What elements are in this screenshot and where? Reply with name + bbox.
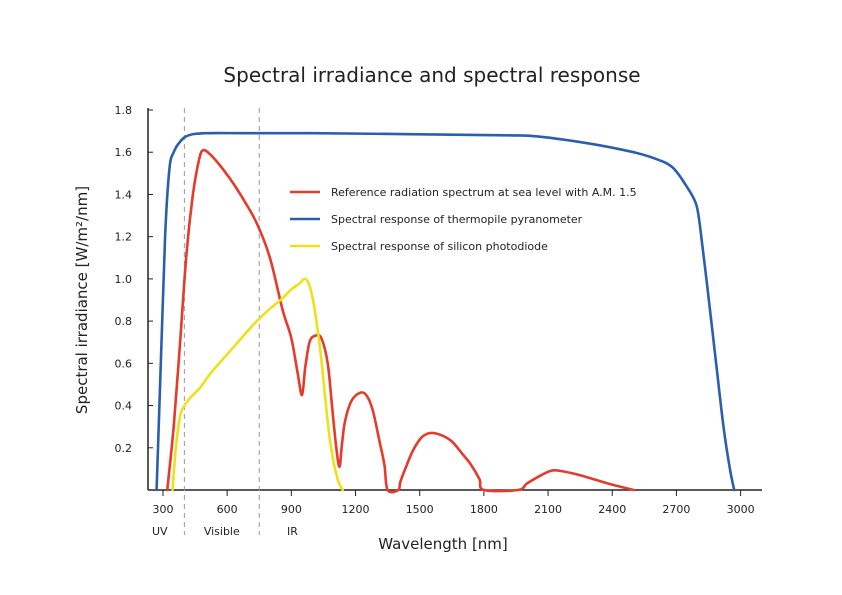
photodiode-response-line xyxy=(171,277,344,492)
legend-item-thermopile-label: Spectral response of thermopile pyranome… xyxy=(331,213,583,226)
band-label: UV xyxy=(152,525,168,538)
axes: 0.2 0.4 0.6 0.8 1.0 1.2 1.4 1.6 1.8 300 600 900 1200… xyxy=(115,104,762,516)
band-dividers: UV Visible IR xyxy=(152,108,298,538)
x-tick-label: 2400 xyxy=(598,503,626,516)
y-tick-label: 0.6 xyxy=(115,357,133,370)
x-tick-label: 1800 xyxy=(470,503,498,516)
y-tick-label: 1.8 xyxy=(115,104,133,117)
y-tick-label: 1.4 xyxy=(115,188,133,201)
x-tick-label: 2100 xyxy=(534,503,562,516)
y-tick-label: 1.0 xyxy=(115,273,133,286)
x-tick-label: 300 xyxy=(152,503,173,516)
legend: Reference radiation spectrum at sea leve… xyxy=(290,186,637,253)
y-tick-label: 1.2 xyxy=(115,231,133,244)
y-tick-label: 0.8 xyxy=(115,315,133,328)
x-tick-label: 900 xyxy=(281,503,302,516)
x-tick-label: 1500 xyxy=(406,503,434,516)
legend-item-reference-label: Reference radiation spectrum at sea leve… xyxy=(331,186,637,199)
x-tick-label: 2700 xyxy=(662,503,690,516)
y-tick-label: 0.2 xyxy=(115,442,133,455)
x-axis-label: Wavelength [nm] xyxy=(378,535,508,553)
legend-item-photodiode-label: Spectral response of silicon photodiode xyxy=(331,240,548,253)
y-tick-label: 1.6 xyxy=(115,146,133,159)
x-tick-label: 1200 xyxy=(342,503,370,516)
y-tick-label: 0.4 xyxy=(115,400,133,413)
band-label: Visible xyxy=(204,525,240,538)
reference-spectrum-line xyxy=(166,148,635,494)
chart-title: Spectral irradiance and spectral respons… xyxy=(223,63,640,87)
series-lines xyxy=(155,131,736,494)
band-label: IR xyxy=(287,525,298,538)
y-axis-label: Spectral irradiance [W/m²/nm] xyxy=(73,186,91,414)
thermopile-response-line xyxy=(155,131,736,492)
x-tick-label: 600 xyxy=(217,503,238,516)
x-tick-label: 3000 xyxy=(727,503,755,516)
